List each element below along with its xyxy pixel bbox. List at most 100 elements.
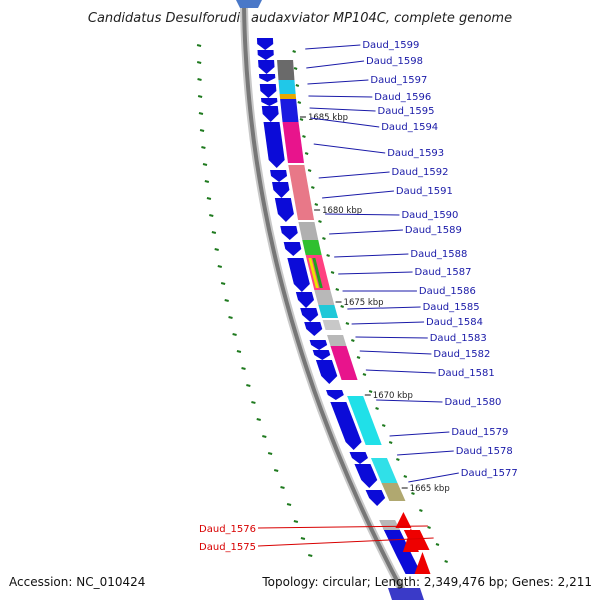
gc-dot xyxy=(396,458,400,461)
label-leader xyxy=(257,525,428,529)
gene-label: Daud_1575 xyxy=(199,542,256,553)
gc-dot xyxy=(196,44,202,47)
gene-arrow xyxy=(261,98,278,106)
gc-dot xyxy=(286,503,292,506)
highlight-gene-arrow xyxy=(395,512,412,528)
gene-track xyxy=(236,0,431,600)
gene-arrow xyxy=(295,292,315,308)
gene-label: Daud_1593 xyxy=(387,148,444,159)
gene-arrow xyxy=(270,170,288,182)
gc-dot xyxy=(318,220,322,223)
gene-arrow xyxy=(287,258,310,292)
label-leader xyxy=(313,143,386,154)
gc-dot xyxy=(273,469,279,472)
gc-dot xyxy=(232,333,237,336)
gc-dot xyxy=(403,475,408,478)
gc-dot xyxy=(314,203,319,206)
label-leader xyxy=(318,171,390,179)
gene-arrow xyxy=(315,360,338,384)
gc-dot xyxy=(197,78,202,81)
gene-label: Daud_1596 xyxy=(374,92,431,103)
cog-feature-block xyxy=(288,165,315,220)
gc-dot xyxy=(204,180,210,183)
gc-dot xyxy=(241,367,246,370)
gc-dot xyxy=(295,84,300,87)
cog-feature-stripe xyxy=(312,258,323,288)
kbp-label: 1670 kbp xyxy=(373,391,413,401)
gc-dot xyxy=(345,322,350,325)
gc-dot xyxy=(293,67,298,70)
gene-arrow xyxy=(259,74,276,82)
gc-dot xyxy=(435,543,440,546)
label-leader xyxy=(355,336,428,339)
gene-label: Daud_1577 xyxy=(461,468,518,479)
gc-dot xyxy=(251,401,256,404)
gc-dot xyxy=(280,486,285,489)
gc-dot xyxy=(307,169,312,172)
gc-dot xyxy=(292,50,296,53)
cog-feature-block xyxy=(298,222,319,240)
gene-arrow xyxy=(274,198,294,222)
backbone-line xyxy=(242,0,409,600)
gc-dot xyxy=(308,554,313,557)
gc-dot xyxy=(293,520,299,523)
gc-dot xyxy=(368,390,373,393)
gc-dot xyxy=(427,526,431,529)
gene-arrow xyxy=(283,242,302,256)
label-leader xyxy=(329,229,403,235)
genome-backbone xyxy=(240,0,411,600)
cog-feature-block xyxy=(280,99,299,122)
gene-label: Daud_1588 xyxy=(410,249,467,260)
gc-dot xyxy=(214,248,219,251)
gc-dot xyxy=(262,435,267,438)
gc-dot xyxy=(335,288,340,291)
label-leader xyxy=(308,95,373,98)
gene-arrow xyxy=(312,350,331,360)
gene-label: Daud_1598 xyxy=(366,56,423,67)
gc-dot xyxy=(228,316,233,319)
gc-dot xyxy=(340,305,345,308)
gc-dot xyxy=(381,424,386,427)
gc-dot xyxy=(256,418,261,421)
label-leader xyxy=(397,450,454,456)
cog-feature-block xyxy=(277,60,295,80)
gc-dot xyxy=(311,186,315,189)
gene-arrow xyxy=(236,0,262,8)
gc-dot xyxy=(236,350,242,353)
cog-feature-block xyxy=(322,320,342,330)
gene-arrow xyxy=(263,122,285,168)
gene-label: Daud_1585 xyxy=(423,302,480,313)
gene-label: Daud_1583 xyxy=(430,333,487,344)
gene-label: Daud_1576 xyxy=(199,524,256,535)
gc-dot xyxy=(322,237,326,240)
gc-dot xyxy=(362,373,367,376)
gene-label: Daud_1591 xyxy=(396,186,453,197)
cog-feature-stripe xyxy=(308,258,319,288)
gc-dot xyxy=(224,299,229,302)
kbp-label: 1685 kbp xyxy=(308,113,348,123)
gene-arrow xyxy=(349,452,368,464)
cog-feature-block xyxy=(318,305,339,318)
gene-label: Daud_1584 xyxy=(426,317,483,328)
label-leader xyxy=(322,190,394,199)
gc-dot xyxy=(220,282,226,285)
gene-arrow xyxy=(261,106,279,122)
label-leader xyxy=(351,321,425,325)
kbp-label: 1680 kbp xyxy=(322,206,362,216)
kbp-label: 1675 kbp xyxy=(344,298,384,308)
label-leader xyxy=(306,60,365,69)
gc-dot xyxy=(246,384,251,387)
gene-arrow xyxy=(330,402,362,450)
cog-feature-stripe xyxy=(316,258,327,288)
gene-arrow xyxy=(256,38,274,50)
cog-feature-block xyxy=(381,483,406,501)
gene-arrow xyxy=(272,182,290,198)
label-leader xyxy=(338,271,413,275)
gc-dot xyxy=(217,265,223,268)
label-leader xyxy=(307,79,369,85)
gc-dot xyxy=(444,560,448,563)
feature-track xyxy=(277,60,406,501)
gc-dot xyxy=(302,135,306,138)
gene-label: Daud_1579 xyxy=(451,427,508,438)
gene-label: Daud_1580 xyxy=(444,397,501,408)
